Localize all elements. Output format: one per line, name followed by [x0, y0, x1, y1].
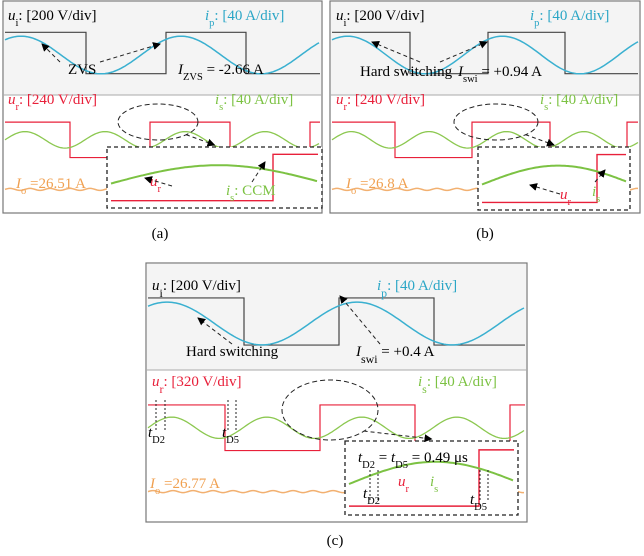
label-part: swi [361, 352, 378, 366]
waveform-label: Hard switching [186, 344, 279, 360]
label-part: u [8, 8, 16, 24]
label-part: =26.77 A [160, 476, 220, 492]
label-part: s [596, 194, 600, 205]
label-part: D5 [395, 460, 408, 471]
label-part: u [336, 92, 344, 108]
label-part: = [375, 450, 391, 466]
label-part: u [8, 92, 16, 108]
label-part: Hard switching [360, 64, 453, 80]
label-part: = 0.49 μs [408, 450, 468, 466]
label-part: : [40 A/div] [214, 8, 284, 24]
label-part: D2 [367, 496, 380, 507]
label-part: r [568, 197, 572, 208]
label-part: : CCM [234, 183, 275, 199]
zoom-inset [107, 147, 322, 208]
label-part: D5 [226, 435, 239, 446]
label-part: u [150, 174, 158, 190]
label-part: ZVS [68, 62, 96, 78]
label-part: Hard switching [186, 344, 279, 360]
caption: (b) [476, 226, 494, 242]
label-part: r [158, 184, 162, 195]
label-part: : [40 A/div] [539, 8, 609, 24]
label-part: : [240 V/div] [19, 92, 97, 108]
label-part: = +0.94 A [478, 64, 543, 80]
label-part: u [152, 278, 160, 294]
waveform-label: Hard switching [360, 64, 453, 80]
label-part: u [152, 374, 160, 390]
label-part: : [200 V/div] [346, 8, 424, 24]
figure: (a)(b)(c)ui: [200 V/div]ip: [40 A/div]ZV… [0, 0, 644, 556]
label-part: : [320 V/div] [163, 374, 241, 390]
label-part: D5 [474, 502, 487, 513]
label-part: r [406, 484, 410, 495]
label-part: : [40 A/div] [223, 92, 293, 108]
label-part: = +0.4 A [378, 344, 435, 360]
label-part: =26.8 A [356, 176, 408, 192]
label-part: = -2.66 A [203, 62, 264, 78]
label-part: =26.51 A [26, 176, 86, 192]
label-part: : [200 V/div] [18, 8, 96, 24]
label-part: u [398, 474, 406, 490]
label-part: : [40 A/div] [548, 92, 618, 108]
waveform-label: ZVS [68, 62, 96, 78]
caption: (a) [152, 226, 169, 242]
label-part: : [40 A/div] [387, 278, 457, 294]
label-part: : [40 A/div] [427, 374, 497, 390]
caption: (c) [327, 533, 344, 549]
label-part: : [240 V/div] [347, 92, 425, 108]
zoom-inset [478, 147, 630, 210]
label-part: s [434, 484, 438, 495]
label-part: swi [463, 74, 478, 85]
label-part: u [336, 8, 344, 24]
label-part: D2 [152, 435, 165, 446]
label-part: u [560, 187, 568, 203]
label-part: : [200 V/div] [163, 278, 241, 294]
label-part: D2 [362, 460, 375, 471]
label-part: ZVS [183, 72, 203, 83]
